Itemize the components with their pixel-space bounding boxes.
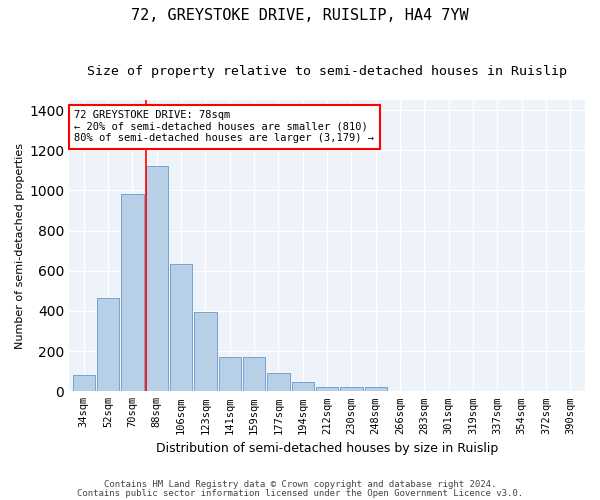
Text: 72, GREYSTOKE DRIVE, RUISLIP, HA4 7YW: 72, GREYSTOKE DRIVE, RUISLIP, HA4 7YW bbox=[131, 8, 469, 22]
X-axis label: Distribution of semi-detached houses by size in Ruislip: Distribution of semi-detached houses by … bbox=[156, 442, 498, 455]
Text: Contains HM Land Registry data © Crown copyright and database right 2024.: Contains HM Land Registry data © Crown c… bbox=[104, 480, 496, 489]
Text: 72 GREYSTOKE DRIVE: 78sqm
← 20% of semi-detached houses are smaller (810)
80% of: 72 GREYSTOKE DRIVE: 78sqm ← 20% of semi-… bbox=[74, 110, 374, 144]
Bar bbox=[218, 357, 241, 392]
Text: Contains public sector information licensed under the Open Government Licence v3: Contains public sector information licen… bbox=[77, 488, 523, 498]
Bar bbox=[243, 357, 265, 392]
Bar bbox=[73, 375, 95, 392]
Bar bbox=[340, 388, 362, 392]
Bar bbox=[121, 194, 143, 392]
Bar bbox=[170, 264, 192, 392]
Bar bbox=[316, 388, 338, 392]
Bar bbox=[194, 312, 217, 392]
Title: Size of property relative to semi-detached houses in Ruislip: Size of property relative to semi-detach… bbox=[87, 65, 567, 78]
Bar bbox=[267, 373, 290, 392]
Bar bbox=[146, 166, 168, 392]
Bar bbox=[292, 382, 314, 392]
Y-axis label: Number of semi-detached properties: Number of semi-detached properties bbox=[15, 142, 25, 348]
Bar bbox=[97, 298, 119, 392]
Bar bbox=[365, 388, 387, 392]
